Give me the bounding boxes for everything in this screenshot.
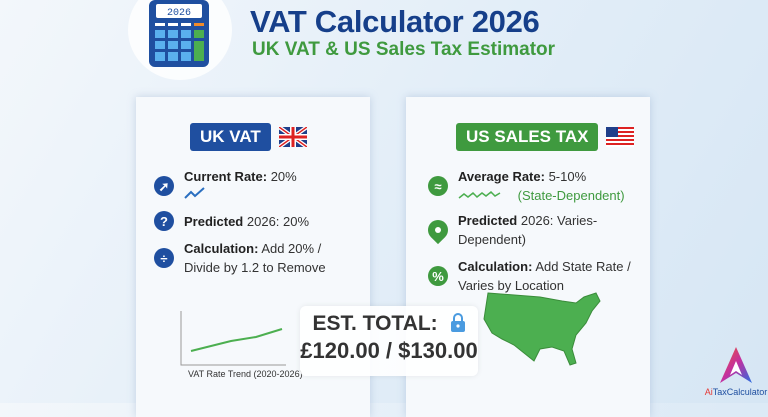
trend-line [190,328,283,352]
trend-sparkline-icon [184,187,205,199]
wave-sparkline-icon [458,190,501,199]
uk-current-rate: ➚ Current Rate: 20% [154,167,326,205]
chart-caption: VAT Rate Trend (2020-2026) [188,369,303,379]
us-rows: ≈ Average Rate: 5-10% (State-Dependent) … [423,167,650,295]
vat-trend-chart [180,311,286,366]
calculator-icon: 2026 [149,0,209,67]
us-sales-tax-badge: US SALES TAX [456,123,599,151]
us-flag-icon [606,127,635,147]
svg-text:2026: 2026 [167,8,191,19]
question-icon: ? [154,211,174,231]
us-calculation: % Calculation: Add State Rate / Varies by… [428,257,650,295]
us-map-icon [483,292,601,366]
lock-icon [450,313,465,332]
uk-predicted: ? Predicted 2026: 20% [154,211,326,231]
divide-icon: ÷ [154,248,174,268]
chart-axes [180,311,286,366]
page-subtitle: UK VAT & US Sales Tax Estimator [252,39,556,60]
uk-flag-icon [278,127,307,147]
state-dependent-note: (State-Dependent) [517,188,625,203]
uk-calculation: ÷ Calculation: Add 20% / Divide by 1.2 to… [154,239,326,277]
uk-vat-badge: UK VAT [190,123,271,151]
location-pin-icon [423,215,453,245]
percent-icon: % [428,266,448,286]
total-value: £120.00 / $130.00 [300,338,478,363]
total-label: EST. TOTAL: [312,312,438,335]
aitaxcalculator-logo: AiTaxCalculator [704,345,768,397]
us-predicted: Predicted 2026: Varies-Dependent) [423,211,650,249]
logo-mark-icon [720,347,752,383]
wave-icon: ≈ [428,176,448,196]
estimated-total-box: EST. TOTAL: £120.00 / $130.00 [300,306,478,376]
uk-rows: ➚ Current Rate: 20% ? Predicted 2026: 20… [154,167,326,277]
page-title: VAT Calculator 2026 [250,4,540,39]
trend-arrow-icon: ➚ [154,176,174,196]
us-average-rate: ≈ Average Rate: 5-10% (State-Dependent) [428,167,650,205]
